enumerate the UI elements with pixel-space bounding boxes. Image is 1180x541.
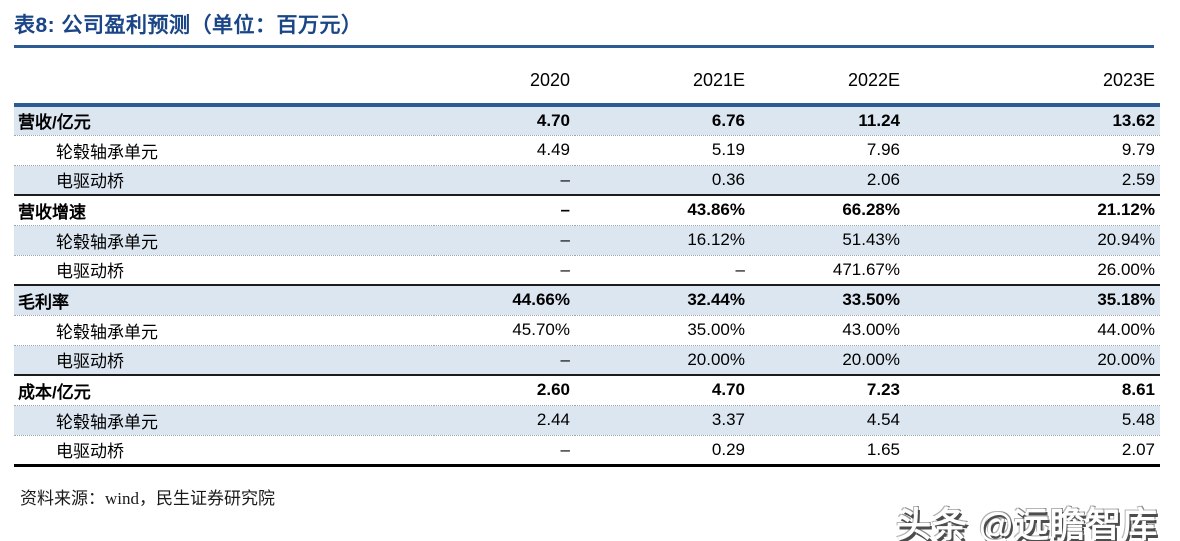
cell: 35.18%: [905, 284, 1160, 315]
row-label: 营收/亿元: [14, 103, 434, 135]
profit-forecast-table: 2020 2021E 2022E 2023E 营收/亿元 4.70 6.76 1…: [14, 57, 1160, 467]
report-table-page: 表8: 公司盈利预测（单位：百万元） 2020 2021E 2022E 2023…: [0, 12, 1180, 541]
cell: 4.54: [750, 404, 905, 435]
cell: –: [434, 194, 575, 225]
cell: 5.19: [575, 134, 750, 165]
title-rule: [14, 45, 1154, 48]
table-row: 轮毂轴承单元 45.70% 35.00% 43.00% 44.00%: [14, 314, 1160, 345]
cell: 45.70%: [434, 314, 575, 345]
cell: 2.06: [750, 164, 905, 195]
cell: 1.65: [750, 434, 905, 467]
row-label: 轮毂轴承单元: [14, 134, 434, 165]
cell: 7.96: [750, 134, 905, 165]
table-title: 表8: 公司盈利预测（单位：百万元）: [14, 14, 363, 37]
table-row: 电驱动桥 – 20.00% 20.00% 20.00%: [14, 344, 1160, 375]
row-label: 毛利率: [14, 284, 434, 315]
column-header-2021e: 2021E: [692, 69, 745, 90]
cell: 8.61: [905, 374, 1160, 405]
cell: 4.70: [434, 103, 575, 135]
cell: 2.07: [905, 434, 1160, 467]
table-row: 轮毂轴承单元 4.49 5.19 7.96 9.79: [14, 134, 1160, 165]
column-header-2023e: 2023E: [1102, 69, 1155, 90]
row-label: 营收增速: [14, 194, 434, 225]
row-label: 轮毂轴承单元: [14, 224, 434, 255]
cell: 2.59: [905, 164, 1160, 195]
column-header-empty: [14, 57, 434, 105]
row-label: 电驱动桥: [14, 434, 434, 467]
cell: 0.29: [575, 434, 750, 467]
cell: 43.00%: [750, 314, 905, 345]
cell: 32.44%: [575, 284, 750, 315]
row-label: 轮毂轴承单元: [14, 404, 434, 435]
cell: 66.28%: [750, 194, 905, 225]
watermark: 头条 @远瞻智库: [896, 506, 1158, 541]
cell: 35.00%: [575, 314, 750, 345]
row-label: 轮毂轴承单元: [14, 314, 434, 345]
cell: 0.36: [575, 164, 750, 195]
table-row: 营收增速 – 43.86% 66.28% 21.12%: [14, 194, 1160, 225]
cell: 43.86%: [575, 194, 750, 225]
cell: –: [434, 344, 575, 375]
table-row: 轮毂轴承单元 2.44 3.37 4.54 5.48: [14, 404, 1160, 435]
cell: –: [434, 254, 575, 285]
cell: 20.00%: [905, 344, 1160, 375]
cell: 11.24: [750, 103, 905, 135]
cell: 4.70: [575, 374, 750, 405]
row-label: 电驱动桥: [14, 344, 434, 375]
cell: 9.79: [905, 134, 1160, 165]
cell: 2.60: [434, 374, 575, 405]
cell: 20.00%: [575, 344, 750, 375]
cell: –: [434, 434, 575, 467]
row-label: 电驱动桥: [14, 164, 434, 195]
table-row: 营收/亿元 4.70 6.76 11.24 13.62: [14, 103, 1160, 135]
cell: 21.12%: [905, 194, 1160, 225]
cell: 4.49: [434, 134, 575, 165]
table-row: 电驱动桥 – – 471.67% 26.00%: [14, 254, 1160, 285]
table-row: 毛利率 44.66% 32.44% 33.50% 35.18%: [14, 284, 1160, 315]
cell: 7.23: [750, 374, 905, 405]
cell: 44.66%: [434, 284, 575, 315]
cell: 2.44: [434, 404, 575, 435]
table-row: 电驱动桥 – 0.36 2.06 2.59: [14, 164, 1160, 195]
column-header-2020: 2020: [529, 69, 570, 90]
cell: –: [434, 164, 575, 195]
source-note: 资料来源：wind，民生证券研究院: [20, 488, 275, 508]
cell: 51.43%: [750, 224, 905, 255]
cell: 20.00%: [750, 344, 905, 375]
cell: 3.37: [575, 404, 750, 435]
cell: 13.62: [905, 103, 1160, 135]
row-label: 成本/亿元: [14, 374, 434, 405]
header-row: 2020 2021E 2022E 2023E: [14, 57, 1160, 105]
table-row: 电驱动桥 – 0.29 1.65 2.07: [14, 434, 1160, 467]
cell: –: [434, 224, 575, 255]
cell: 5.48: [905, 404, 1160, 435]
column-header-2022e: 2022E: [847, 69, 900, 90]
cell: 44.00%: [905, 314, 1160, 345]
cell: 26.00%: [905, 254, 1160, 285]
cell: 16.12%: [575, 224, 750, 255]
cell: 20.94%: [905, 224, 1160, 255]
row-label: 电驱动桥: [14, 254, 434, 285]
table-row: 成本/亿元 2.60 4.70 7.23 8.61: [14, 374, 1160, 405]
cell: –: [575, 254, 750, 285]
cell: 471.67%: [750, 254, 905, 285]
table-row: 轮毂轴承单元 – 16.12% 51.43% 20.94%: [14, 224, 1160, 255]
cell: 6.76: [575, 103, 750, 135]
cell: 33.50%: [750, 284, 905, 315]
